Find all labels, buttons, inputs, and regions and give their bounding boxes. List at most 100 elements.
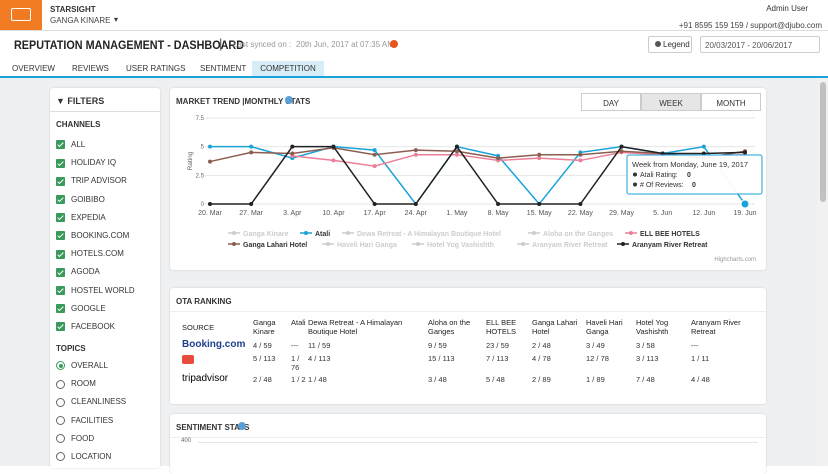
channel-label: TRIP ADVISOR [71,176,127,186]
y-tick-label: 5 [201,145,205,151]
data-point [249,144,254,149]
tab[interactable]: SENTIMENT [200,64,247,73]
data-point [331,158,336,163]
scrollbar[interactable] [818,78,828,466]
topic-filter[interactable]: CLEANLINESS [56,397,126,407]
channel-filter[interactable]: GOOGLE [56,303,106,314]
legend-label[interactable]: Dewa Retreat - A Himalayan Boutique Hote… [357,231,501,238]
help-icon[interactable] [285,96,293,104]
legend-label[interactable]: Haveli Hari Ganga [337,242,397,249]
data-point [537,156,542,161]
column-header: Ganga Lahari Hotel [532,318,578,336]
legend-label[interactable]: ELL BEE HOTELS [640,231,700,238]
data-point [413,152,418,157]
data-point [208,144,212,149]
channel-label: ALL [71,140,86,149]
channel-filter[interactable]: ALL [56,140,86,150]
topic-filter[interactable]: FOOD [56,433,95,444]
data-point [619,149,624,154]
legend-symbol [232,231,236,235]
period-button[interactable]: MONTH [701,93,761,111]
data-point [454,152,459,157]
x-tick-label: 1. May [446,210,468,217]
tab[interactable]: COMPETITION [252,61,324,76]
period-button[interactable]: WEEK [641,93,701,111]
data-point [578,202,583,206]
dropdown-caret[interactable]: ▾ [114,15,119,24]
channel-filter[interactable]: BOOKING.COM [56,231,130,241]
legend-label[interactable]: Hotel Yog Vashishth [427,242,494,249]
column-header: Haveli Hari Ganga [586,318,623,336]
ranking-cell: 7 / 113 [486,354,509,363]
channel-filter[interactable]: HOLIDAY IQ [56,158,116,168]
channel-label: GOOGLE [71,303,106,313]
channel-filter[interactable]: FACEBOOK [56,322,115,332]
tooltip-bullet [633,172,637,177]
help-icon[interactable] [238,422,246,430]
data-point [454,144,459,149]
ranking-cell: --- [691,341,699,350]
channel-filter[interactable]: HOSTEL WORLD [56,286,135,295]
legend-label[interactable]: Ganga Kinare [243,231,289,238]
topic-label: FOOD [71,433,95,443]
topic-label: LOCATION [71,452,112,461]
contact: +91 8595 159 159 / support@djubo.com [678,21,822,30]
legend-symbol [326,242,330,246]
channel-filter[interactable]: AGODA [56,267,100,277]
data-point [454,149,459,154]
topic-filter[interactable]: FACILITIES [56,416,113,425]
channel-filter[interactable]: EXPEDIA [56,212,106,223]
x-tick-label: 27. Mar [239,210,263,217]
makemytrip-logo [182,355,194,364]
brand: STARSIGHT [50,5,96,14]
tab[interactable]: REVIEWS [72,64,109,73]
info-icon[interactable] [390,40,398,48]
data-point [372,152,377,157]
channel-label: EXPEDIA [71,212,106,222]
legend-label[interactable]: Aranyam River Retreat [532,242,608,249]
y-tick-label: 2.5 [196,173,205,179]
topic-filter[interactable]: OVERALL [56,361,108,371]
ranking-cell: 5 / 113 [253,354,276,363]
data-point [249,202,254,206]
legend-button[interactable]: Legend [648,36,692,53]
column-header: Aranyam River Retreat [691,318,741,336]
filters-panel: ▼ FILTERS CHANNELS TOPICS ALL HOLIDAY IQ T… [50,88,160,468]
data-point [578,152,583,157]
legend-label[interactable]: Atali [315,231,330,238]
legend-label[interactable]: Aloha on the Ganges [543,231,613,238]
channel-filter[interactable]: GOIBIBO [56,195,105,204]
ranking-cell: 2 / 48 [532,341,551,350]
ranking-cell: 3 / 58 [636,341,655,350]
topic-filter[interactable]: ROOM [56,379,96,389]
legend-label[interactable]: Aranyam River Retreat [632,242,708,249]
property[interactable]: GANGA KINARE [50,16,111,25]
channel-label: AGODA [71,267,100,277]
data-point [372,202,377,206]
ranking-cell: 4 / 48 [691,375,710,384]
data-point [496,202,501,206]
x-tick-label: 19. Jun [734,210,757,217]
topic-filter[interactable]: LOCATION [56,452,112,462]
topic-label: ROOM [71,379,96,389]
ota-title: OTA RANKING [176,297,232,306]
ranking-cell: 12 / 78 [586,354,609,363]
channel-filter[interactable]: TRIP ADVISOR [56,176,127,186]
tooltip-header: Week from Monday, June 19, 2017 [632,160,748,169]
date-range[interactable]: 20/03/2017 - 20/06/2017 [700,36,820,53]
user[interactable]: Admin User [766,4,808,13]
channel-filter[interactable]: HOTELS.COM [56,249,124,259]
period-button[interactable]: DAY [581,93,641,111]
column-header: Dewa Retreat - A Himalayan Boutique Hote… [308,318,403,336]
tab[interactable]: OVERVIEW [12,64,55,73]
ranking-cell: 2 / 48 [253,375,272,384]
channel-label: BOOKING.COM [71,231,130,240]
tooltip-bullet [633,182,637,187]
ranking-cell: 3 / 113 [636,354,659,363]
divider [0,30,828,31]
ranking-cell: 4 / 78 [532,354,551,363]
series-line [209,147,746,163]
tab[interactable]: USER RATINGS [126,64,186,73]
legend-label[interactable]: Ganga Lahari Hotel [243,242,307,249]
x-tick-label: 17. Apr [364,210,387,217]
